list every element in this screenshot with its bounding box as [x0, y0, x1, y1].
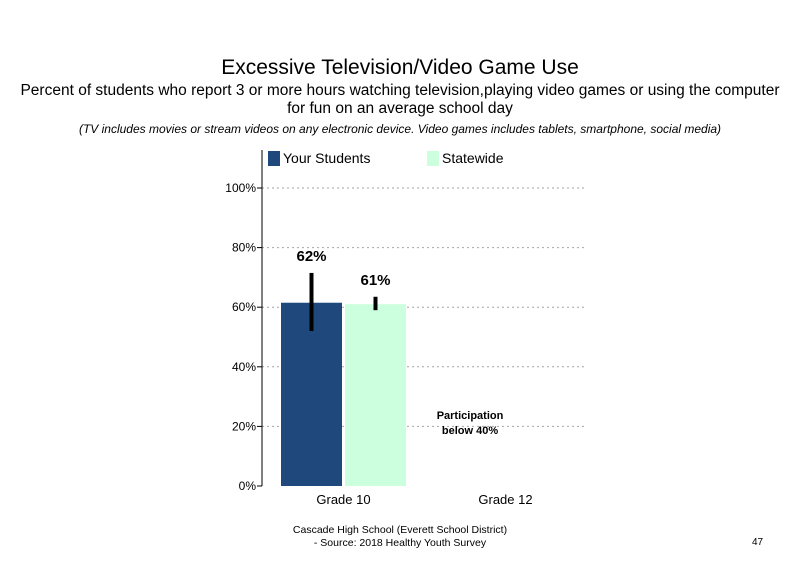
footer-survey: - Source: 2018 Healthy Youth Survey: [313, 537, 487, 549]
x-category-label: Grade 12: [478, 492, 532, 507]
data-label: 62%: [296, 248, 326, 265]
page-number: 47: [752, 537, 764, 548]
y-tick-label: 80%: [232, 241, 256, 255]
x-category-label: Grade 10: [316, 492, 370, 507]
chart-subtitle: Percent of students who report 3 or more…: [20, 82, 780, 117]
y-tick-label: 40%: [232, 360, 256, 374]
legend-item-statewide: Statewide: [427, 150, 503, 166]
legend-item-your-students: Your Students: [268, 150, 370, 166]
y-tick-label: 60%: [232, 300, 256, 314]
chart-title: Excessive Television/Video Game Use: [221, 56, 579, 79]
bar: [281, 302, 342, 486]
legend-swatch-statewide: [427, 150, 439, 166]
footer-school: Cascade High School (Everett School Dist…: [292, 524, 508, 536]
legend-label-statewide: Statewide: [442, 150, 504, 166]
data-label: 61%: [360, 272, 390, 289]
y-tick-label: 0%: [239, 479, 257, 493]
annotation-line-1: Participation: [436, 410, 504, 422]
legend-label-your-students: Your Students: [283, 150, 371, 166]
legend-swatch-your-students: [268, 150, 280, 166]
y-tick-label: 100%: [225, 181, 256, 195]
y-tick-label: 20%: [232, 419, 256, 433]
annotation-line-2: below 40%: [441, 425, 499, 437]
chart-note: (TV includes movies or stream videos on …: [78, 122, 722, 136]
participation-annotation: Participation below 40%: [420, 409, 520, 439]
bar: [345, 304, 406, 486]
footer-source: Cascade High School (Everett School Dist…: [200, 524, 600, 550]
